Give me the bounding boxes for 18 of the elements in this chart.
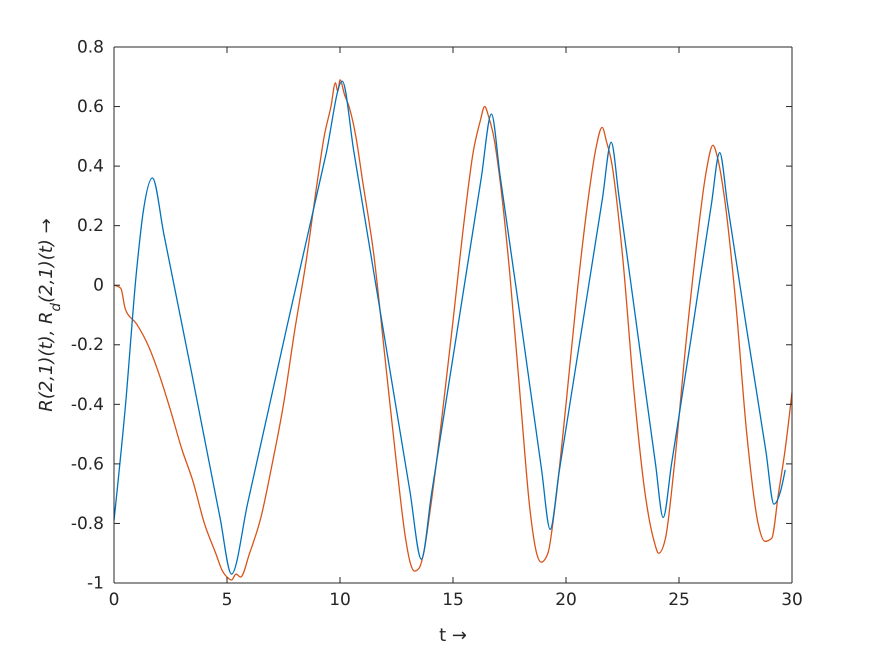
x-axis-title: t → [439, 625, 467, 646]
y-tick-label: 0.8 [76, 37, 104, 58]
x-tick-label: 10 [329, 590, 351, 610]
x-tick-label: 30 [781, 590, 803, 610]
y-tick-label: -0.6 [70, 454, 104, 474]
y-tick-label: 0.4 [76, 156, 104, 177]
x-tick-label: 25 [668, 590, 690, 610]
y-tick-label: -0.8 [70, 514, 104, 534]
x-tick-label: 0 [108, 590, 120, 610]
y-tick-label: -0.2 [70, 335, 104, 356]
y-tick-label: -0.4 [70, 394, 104, 415]
y-tick-label: -1 [87, 573, 104, 594]
y-tick-label: 0.6 [76, 96, 104, 117]
x-tick-label: 20 [555, 590, 577, 610]
y-tick-label: 0 [93, 276, 104, 296]
x-tick-label: 15 [442, 590, 464, 610]
x-tick-label: 5 [222, 590, 232, 610]
y-tick-label: 0.2 [76, 216, 104, 236]
